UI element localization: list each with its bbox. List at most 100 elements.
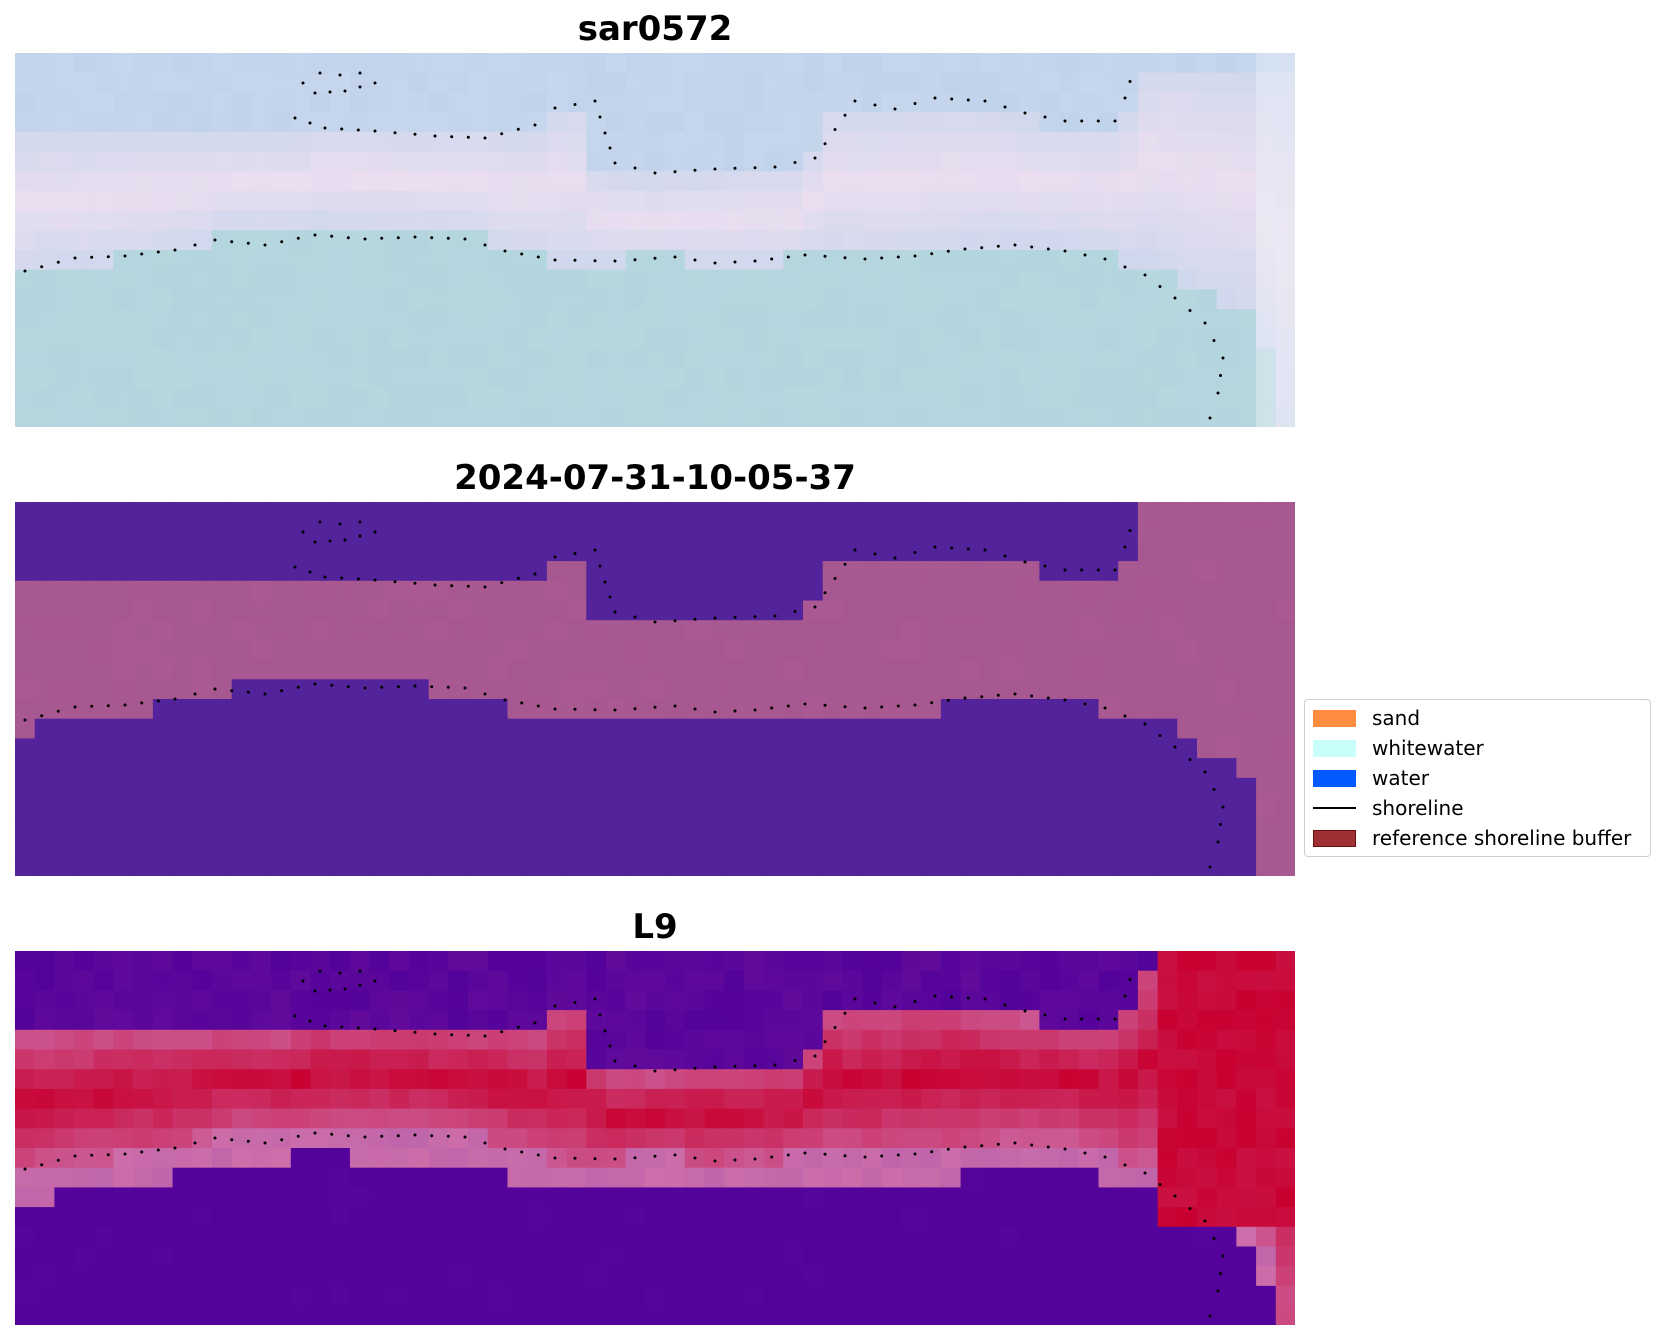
image-pixel <box>763 797 784 818</box>
image-pixel <box>822 1285 843 1307</box>
shoreline-point <box>1083 1151 1087 1155</box>
image-pixel <box>665 1305 686 1325</box>
image-pixel <box>15 112 36 133</box>
image-pixel <box>1000 1108 1021 1129</box>
image-pixel <box>1059 817 1080 838</box>
image-pixel <box>763 1010 784 1031</box>
image-pixel <box>74 659 95 680</box>
image-pixel <box>389 151 410 172</box>
image-pixel <box>1275 1108 1295 1129</box>
image-pixel <box>586 368 607 389</box>
image-pixel <box>192 679 213 700</box>
image-pixel <box>527 990 548 1011</box>
image-pixel <box>527 171 548 192</box>
image-pixel <box>1000 679 1021 700</box>
image-pixel <box>231 151 252 172</box>
image-pixel <box>862 699 883 720</box>
image-pixel <box>1098 190 1119 212</box>
image-pixel <box>271 289 292 310</box>
image-pixel <box>921 1088 942 1110</box>
image-pixel <box>1157 1226 1178 1248</box>
image-pixel <box>1098 659 1119 680</box>
image-pixel <box>921 639 942 661</box>
image-pixel <box>290 758 312 779</box>
shoreline-point <box>933 545 937 549</box>
image-pixel <box>1098 990 1119 1011</box>
image-pixel <box>54 269 75 290</box>
image-pixel <box>389 758 410 779</box>
image-pixel <box>428 387 449 409</box>
image-pixel <box>74 990 95 1011</box>
image-pixel <box>527 836 548 858</box>
image-pixel <box>1177 407 1198 427</box>
image-pixel <box>901 836 922 858</box>
image-pixel <box>93 836 115 858</box>
image-pixel <box>448 699 469 720</box>
image-pixel <box>389 1088 410 1110</box>
image-pixel <box>1039 738 1060 759</box>
image-pixel <box>704 1167 725 1188</box>
image-pixel <box>487 131 509 153</box>
image-pixel <box>743 1049 765 1070</box>
image-pixel <box>783 970 804 991</box>
image-pixel <box>330 1285 351 1307</box>
image-pixel <box>251 600 272 621</box>
image-pixel <box>409 309 430 330</box>
image-pixel <box>862 348 883 369</box>
image-pixel <box>468 1246 489 1267</box>
image-pixel <box>803 309 824 330</box>
image-pixel <box>1059 758 1080 779</box>
image-pixel <box>1118 797 1139 818</box>
image-pixel <box>251 368 272 389</box>
image-pixel <box>34 758 55 779</box>
image-pixel <box>1059 1049 1080 1070</box>
image-pixel <box>231 171 252 192</box>
image-pixel <box>1000 368 1021 389</box>
image-pixel <box>349 620 371 641</box>
image-pixel <box>290 1088 312 1110</box>
image-pixel <box>1236 112 1257 133</box>
image-pixel <box>921 1049 942 1070</box>
image-pixel <box>862 1187 883 1208</box>
shoreline-point <box>980 695 984 699</box>
image-pixel <box>1118 230 1139 251</box>
image-pixel <box>1157 387 1178 409</box>
image-pixel <box>842 112 863 133</box>
image-pixel <box>349 190 371 212</box>
image-pixel <box>980 210 1001 231</box>
image-pixel <box>54 250 75 271</box>
image-pixel <box>212 190 233 212</box>
image-pixel <box>566 1266 587 1287</box>
image-pixel <box>152 797 174 818</box>
image-pixel <box>507 990 528 1011</box>
image-pixel <box>1197 758 1218 779</box>
legend-label-water: water <box>1372 766 1429 790</box>
shoreline-point <box>280 1138 284 1142</box>
image-pixel <box>15 328 36 350</box>
image-pixel <box>409 131 430 153</box>
image-pixel <box>822 970 843 991</box>
image-pixel <box>1039 1128 1060 1149</box>
image-pixel <box>881 387 903 409</box>
image-pixel <box>369 289 390 310</box>
image-pixel <box>1118 1029 1139 1051</box>
image-pixel <box>606 1226 627 1248</box>
image-pixel <box>921 970 942 991</box>
image-pixel <box>290 659 312 680</box>
image-pixel <box>1000 1049 1021 1070</box>
image-pixel <box>271 151 292 172</box>
image-pixel <box>1000 699 1021 720</box>
image-pixel <box>625 541 646 562</box>
image-pixel <box>152 777 174 799</box>
image-pixel <box>133 269 154 290</box>
image-pixel <box>349 836 371 858</box>
image-pixel <box>763 210 784 231</box>
shoreline-point <box>1123 265 1127 269</box>
shoreline-point <box>1063 1147 1067 1151</box>
image-pixel <box>1177 348 1198 369</box>
image-pixel <box>310 1285 331 1307</box>
image-pixel <box>1236 1128 1257 1149</box>
image-pixel <box>271 951 292 972</box>
image-pixel <box>54 1108 75 1129</box>
image-pixel <box>271 1167 292 1188</box>
